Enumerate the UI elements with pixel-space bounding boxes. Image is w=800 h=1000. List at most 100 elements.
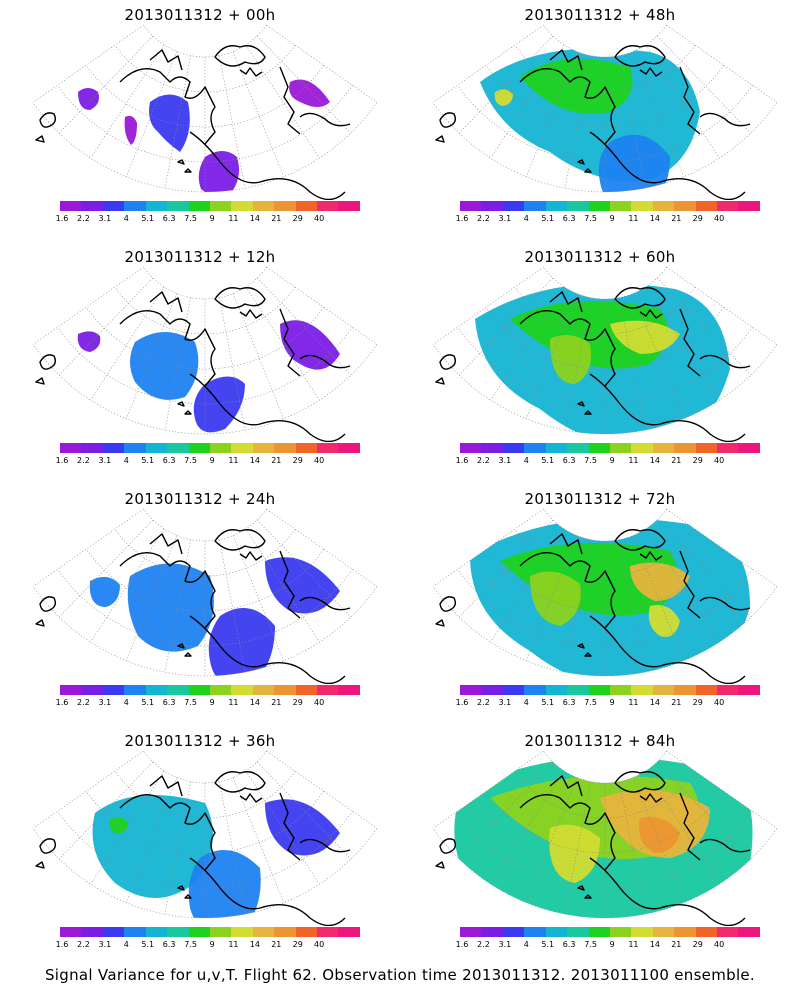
- colorbar-swatch: [545, 685, 568, 695]
- colorbar-tick-label: 29: [292, 214, 303, 223]
- colorbar-swatch: [167, 685, 189, 695]
- colorbar-tick-label: 40: [714, 698, 725, 707]
- coastline: [214, 529, 266, 551]
- colorbar-tick-label: 3.1: [498, 456, 512, 465]
- longitude-gridline: [219, 539, 246, 673]
- polar-map: [32, 24, 378, 200]
- colorbar-swatch: [102, 927, 125, 937]
- colorbar-swatch: [338, 927, 360, 937]
- coastline: [119, 68, 216, 145]
- longitude-gridline: [266, 24, 378, 103]
- colorbar-swatch: [338, 443, 360, 453]
- coastline: [679, 66, 701, 135]
- colorbar-tick-label: 4: [523, 940, 529, 949]
- colorbar-swatch: [524, 685, 546, 695]
- colorbar-swatch: [738, 443, 760, 453]
- longitude-gridline: [666, 266, 778, 345]
- longitude-gridline: [458, 35, 554, 134]
- longitude-gridline: [564, 297, 591, 431]
- colorbar-swatch: [609, 443, 632, 453]
- longitude-gridline: [256, 35, 352, 134]
- colorbar-swatch: [60, 443, 82, 453]
- colorbar-tick-label: 11: [228, 456, 239, 465]
- polar-map: [432, 266, 778, 442]
- longitude-gridline: [458, 277, 554, 376]
- colorbar-swatch: [695, 443, 718, 453]
- colorbar-tick-label: 11: [628, 456, 639, 465]
- coastline: [614, 771, 666, 793]
- variance-contour: [549, 824, 600, 883]
- colorbar-swatch: [252, 685, 275, 695]
- colorbar-swatch: [460, 927, 482, 937]
- latitude-gridline: [432, 586, 778, 677]
- coastline: [435, 112, 457, 143]
- colorbar-swatch: [502, 927, 525, 937]
- forecast-panel: 2013011312 + 36h 1.6 2.2 3.1 4 5.1 6.3 7.5 9 11 14…: [0, 726, 400, 968]
- longitude-gridline: [619, 539, 646, 673]
- latitude-gridline: [457, 811, 753, 889]
- coastline: [239, 551, 263, 561]
- colorbar-tick-label: 1.6: [455, 940, 469, 949]
- colorbar-tick-label: 29: [692, 940, 703, 949]
- colorbar-tick-label: 5.1: [141, 940, 155, 949]
- longitude-gridline: [232, 777, 284, 903]
- colorbar-tick-label: 40: [314, 214, 325, 223]
- longitude-gridline: [164, 55, 191, 189]
- colorbar-swatch: [609, 685, 632, 695]
- colorbar-tick-label: 6.3: [162, 698, 176, 707]
- latitude-gridline: [57, 811, 353, 889]
- coastline: [35, 838, 57, 869]
- longitude-gridline: [432, 24, 544, 103]
- colorbar-tick-label: 6.3: [562, 456, 576, 465]
- colorbar-swatch: [717, 685, 739, 695]
- colorbar-swatch: [145, 443, 168, 453]
- coastline: [177, 159, 192, 173]
- longitude-gridline: [490, 44, 565, 159]
- longitude-gridline: [564, 781, 591, 915]
- variance-contour: [510, 301, 668, 369]
- figure-caption: Signal Variance for u,v,T. Flight 62. Ob…: [44, 966, 756, 984]
- colorbar-tick-label: 3.1: [98, 214, 112, 223]
- panel-title: 2013011312 + 00h: [124, 6, 276, 24]
- colorbar-tick-label: 6.3: [562, 698, 576, 707]
- colorbar-swatch: [252, 201, 275, 211]
- colorbar-swatch: [631, 927, 653, 937]
- colorbar-tick-label: 4: [123, 456, 129, 465]
- colorbar-tick-label: 5.1: [541, 214, 555, 223]
- latitude-gridline: [457, 569, 753, 647]
- variance-contour: [289, 79, 330, 107]
- colorbar-swatch: [317, 927, 339, 937]
- colorbar-swatch: [652, 201, 675, 211]
- colorbar-swatch: [652, 927, 675, 937]
- longitude-gridline: [126, 535, 178, 661]
- colorbar-swatch: [274, 201, 296, 211]
- variance-contour: [530, 571, 581, 626]
- colorbar-swatch: [252, 443, 275, 453]
- colorbar-labels: 1.6 2.2 3.1 4 5.1 6.3 7.5 9 11 14 21 29 40: [56, 698, 360, 710]
- coastline: [214, 771, 266, 793]
- colorbar-swatch: [481, 927, 503, 937]
- longitude-gridline: [564, 539, 591, 673]
- coastline: [519, 68, 616, 145]
- colorbar-tick-label: 29: [292, 698, 303, 707]
- polar-map: [32, 750, 378, 926]
- latitude-gridline: [143, 266, 267, 300]
- colorbar-swatch: [145, 685, 168, 695]
- colorbar-swatch: [60, 685, 82, 695]
- colorbar-swatch: [609, 201, 632, 211]
- coastline: [589, 615, 746, 684]
- colorbar-swatch: [188, 443, 210, 453]
- polar-map: [32, 508, 378, 684]
- colorbar-tick-label: 5.1: [541, 940, 555, 949]
- variance-contour: [127, 563, 214, 652]
- colorbar-tick-label: 11: [228, 698, 239, 707]
- colorbar-swatch: [567, 685, 589, 695]
- colorbar-tick-label: 9: [209, 940, 215, 949]
- coastline: [239, 67, 263, 77]
- coastline: [614, 529, 666, 551]
- colorbar-tick-label: 2.2: [77, 698, 90, 707]
- longitude-gridline: [32, 750, 144, 829]
- colorbar-tick-label: 4: [123, 698, 129, 707]
- colorbar-tick-label: 7.5: [184, 940, 197, 949]
- coastline: [614, 45, 666, 67]
